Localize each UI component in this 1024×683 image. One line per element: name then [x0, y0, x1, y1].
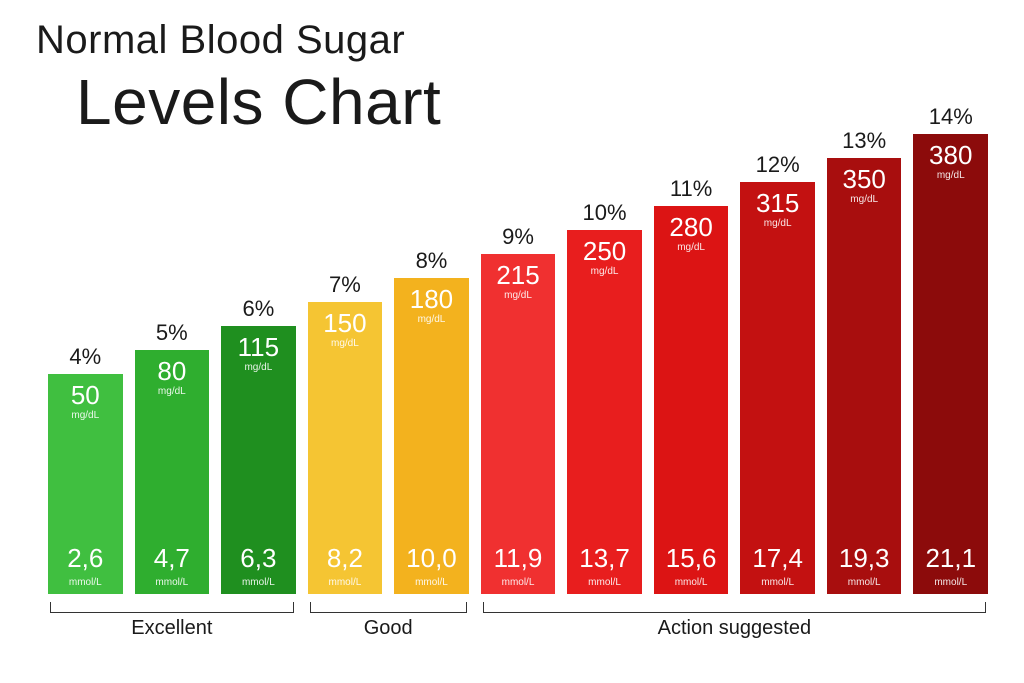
bar-pct-label: 6% [242, 296, 274, 322]
bar-pct-label: 10% [583, 200, 627, 226]
bar-column: 5% 80mg/dL 4,7 mmol/L [135, 320, 210, 594]
bar-mgdl-value: 380 [913, 140, 988, 171]
group: Good [308, 602, 469, 640]
bar-mgdl-unit: mg/dL [827, 194, 902, 205]
group-bracket [483, 602, 986, 613]
bar-mmol-value: 10,0 [394, 543, 469, 574]
bar-column: 7% 150mg/dL 8,2 mmol/L [308, 272, 383, 594]
bar-column: 4% 50mg/dL 2,6 mmol/L [48, 344, 123, 594]
bar-mgdl-unit: mg/dL [394, 314, 469, 325]
group-bracket [50, 602, 294, 613]
bar-mmol-unit: mmol/L [135, 577, 210, 588]
group: Action suggested [481, 602, 988, 640]
bar-mgdl-value: 350 [827, 164, 902, 195]
bar: 50mg/dL 2,6 mmol/L [48, 374, 123, 594]
bar-mgdl-unit: mg/dL [567, 266, 642, 277]
bar-mmol-unit: mmol/L [567, 577, 642, 588]
bar-mmol-unit: mmol/L [308, 577, 383, 588]
bar: 80mg/dL 4,7 mmol/L [135, 350, 210, 594]
bar-mmol-unit: mmol/L [913, 577, 988, 588]
bar-mgdl-unit: mg/dL [654, 242, 729, 253]
bar: 280mg/dL 15,6 mmol/L [654, 206, 729, 594]
bar: 215mg/dL 11,9 mmol/L [481, 254, 556, 594]
bar-pct-label: 13% [842, 128, 886, 154]
bar-mmol-value: 6,3 [221, 543, 296, 574]
bar-mgdl-unit: mg/dL [308, 338, 383, 349]
bar-mmol-unit: mmol/L [48, 577, 123, 588]
bar-pct-label: 12% [756, 152, 800, 178]
bar-mgdl-unit: mg/dL [48, 410, 123, 421]
bar-pct-label: 11% [670, 176, 712, 202]
bar-mgdl-value: 280 [654, 212, 729, 243]
group-label: Excellent [48, 617, 296, 640]
bar-mmol-value: 8,2 [308, 543, 383, 574]
bar-mgdl-unit: mg/dL [481, 290, 556, 301]
bar-mgdl-value: 80 [135, 356, 210, 387]
bar: 380mg/dL 21,1 mmol/L [913, 134, 988, 594]
bar-mgdl-value: 150 [308, 308, 383, 339]
bar-mmol-value: 15,6 [654, 543, 729, 574]
bar-row: 4%50mg/dL2,6mmol/L5%80mg/dL4,7mmol/L6%11… [48, 80, 988, 594]
bar-mmol-unit: mmol/L [740, 577, 815, 588]
bar-mmol-value: 4,7 [135, 543, 210, 574]
bar-pct-label: 7% [329, 272, 361, 298]
chart-area: 4%50mg/dL2,6mmol/L5%80mg/dL4,7mmol/L6%11… [48, 80, 988, 640]
bar-column: 10% 250mg/dL 13,7 mmol/L [567, 200, 642, 594]
bar-mgdl-value: 315 [740, 188, 815, 219]
group-label: Action suggested [481, 617, 988, 640]
bar-mmol-value: 11,9 [481, 543, 556, 574]
bar: 350mg/dL 19,3 mmol/L [827, 158, 902, 594]
bar-mgdl-value: 215 [481, 260, 556, 291]
bar-mgdl-value: 115 [221, 332, 296, 363]
bar-column: 11% 280mg/dL 15,6 mmol/L [654, 176, 729, 594]
bar-mgdl-unit: mg/dL [913, 170, 988, 181]
bar-mgdl-unit: mg/dL [221, 362, 296, 373]
bar: 180mg/dL 10,0 mmol/L [394, 278, 469, 594]
bar-mmol-value: 2,6 [48, 543, 123, 574]
bar-mgdl-value: 50 [48, 380, 123, 411]
bar-mmol-value: 19,3 [827, 543, 902, 574]
bar-pct-label: 4% [69, 344, 101, 370]
bar: 315mg/dL 17,4 mmol/L [740, 182, 815, 594]
bar-mmol-unit: mmol/L [481, 577, 556, 588]
bar-column: 9% 215mg/dL 11,9 mmol/L [481, 224, 556, 594]
bar-mmol-unit: mmol/L [654, 577, 729, 588]
bar-column: 14% 380mg/dL 21,1 mmol/L [913, 104, 988, 594]
page: Normal Blood Sugar Levels Chart 4%50mg/d… [0, 0, 1024, 683]
bar-pct-label: 14% [929, 104, 973, 130]
bar-mmol-unit: mmol/L [394, 577, 469, 588]
group-label: Good [308, 617, 469, 640]
bar: 115mg/dL 6,3 mmol/L [221, 326, 296, 594]
bar-column: 6% 115mg/dL 6,3 mmol/L [221, 296, 296, 594]
bar-pct-label: 9% [502, 224, 534, 250]
bar: 150mg/dL 8,2 mmol/L [308, 302, 383, 594]
group-bracket [310, 602, 467, 613]
group: Excellent [48, 602, 296, 640]
bar: 250mg/dL 13,7 mmol/L [567, 230, 642, 594]
bar-column: 12% 315mg/dL 17,4 mmol/L [740, 152, 815, 594]
bar-mmol-unit: mmol/L [221, 577, 296, 588]
bar-mmol-unit: mmol/L [827, 577, 902, 588]
title-line-1: Normal Blood Sugar [36, 18, 441, 63]
bar-mgdl-value: 180 [394, 284, 469, 315]
bar-column: 13% 350mg/dL 19,3 mmol/L [827, 128, 902, 594]
bar-mgdl-value: 250 [567, 236, 642, 267]
bar-mmol-value: 13,7 [567, 543, 642, 574]
bar-column: 8% 180mg/dL 10,0 mmol/L [394, 248, 469, 594]
group-row: Excellent Good Action suggested [48, 596, 988, 640]
bar-mgdl-unit: mg/dL [135, 386, 210, 397]
bar-pct-label: 8% [416, 248, 448, 274]
bar-mmol-value: 21,1 [913, 543, 988, 574]
bar-mgdl-unit: mg/dL [740, 218, 815, 229]
bar-pct-label: 5% [156, 320, 188, 346]
bar-mmol-value: 17,4 [740, 543, 815, 574]
